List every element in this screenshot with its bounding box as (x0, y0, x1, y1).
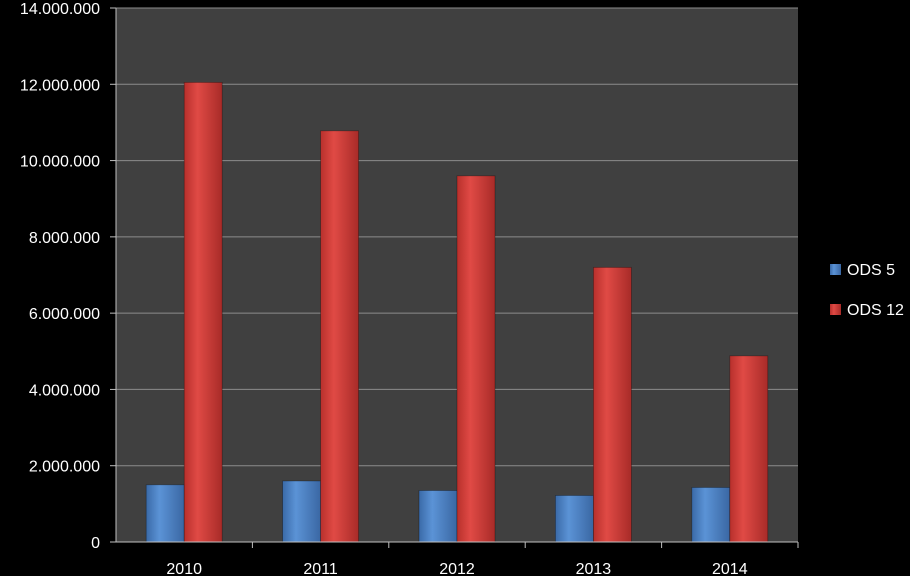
bar-ods-12-2012 (456, 175, 496, 543)
legend-label: ODS 5 (847, 262, 895, 279)
y-tick-label: 12.000.000 (20, 77, 100, 94)
legend-swatch-ods-12 (830, 304, 841, 315)
bar-ods-12-2011 (320, 130, 360, 543)
x-tick-label: 2011 (303, 561, 338, 576)
y-tick-labels: 0 2.000.000 4.000.000 6.000.000 8.000.000 10.… (20, 1, 100, 552)
axes (110, 7, 799, 548)
bar-ods-5-2014 (691, 487, 731, 543)
x-tick-label: 2014 (712, 561, 748, 576)
x-tick-label: 2012 (439, 561, 475, 576)
y-tick-label: 2.000.000 (29, 459, 100, 476)
bar-ods-5-2010 (145, 484, 185, 543)
x-tick-labels: 2010 2011 2012 2013 2014 (166, 561, 747, 576)
y-tick-label: 6.000.000 (29, 306, 100, 323)
bar-ods-12-2014 (729, 355, 769, 543)
bar-ods-12-2013 (593, 266, 632, 543)
bar-ods-5-2011 (282, 480, 322, 543)
y-tick-label: 0 (91, 535, 100, 552)
x-tick-label: 2013 (576, 561, 612, 576)
y-tick-label: 14.000.000 (20, 1, 100, 18)
y-tick-label: 8.000.000 (29, 230, 100, 247)
bar-ods-12-2010 (183, 81, 223, 543)
y-tick-label: 10.000.000 (20, 154, 100, 171)
legend: ODS 5 ODS 12 (830, 262, 904, 319)
legend-label: ODS 12 (847, 302, 904, 319)
legend-swatch-ods-5 (830, 264, 841, 275)
bar-ods-5-2013 (555, 495, 594, 543)
bars (145, 81, 769, 543)
x-tick-label: 2010 (166, 561, 202, 576)
y-tick-label: 4.000.000 (29, 382, 100, 399)
bar-ods-5-2012 (418, 490, 458, 543)
